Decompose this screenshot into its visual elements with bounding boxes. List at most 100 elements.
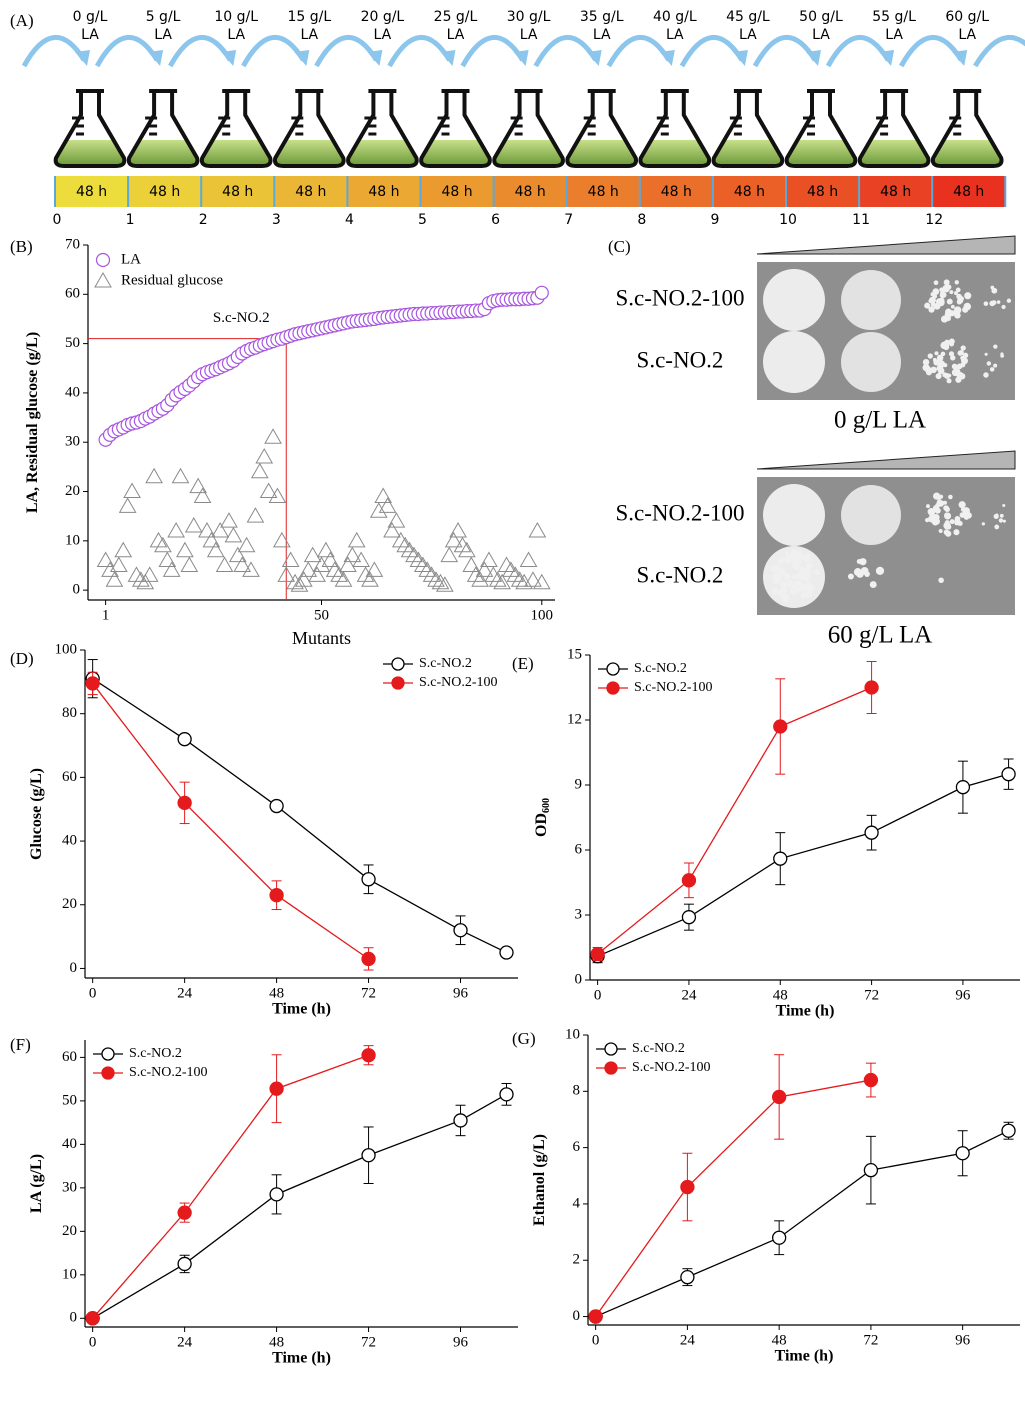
point xyxy=(193,487,212,503)
arrow-head xyxy=(659,50,675,66)
point xyxy=(864,680,879,695)
arrow-head xyxy=(148,50,164,66)
point xyxy=(387,512,406,528)
point xyxy=(680,1179,695,1195)
flask-liquid xyxy=(56,140,124,165)
colony xyxy=(990,285,995,290)
colony xyxy=(996,300,1001,304)
stage-segment xyxy=(55,176,129,207)
flask-liquid xyxy=(129,140,197,165)
step-label: 5 xyxy=(418,212,427,228)
colony xyxy=(943,343,950,349)
duration-label: 48 h xyxy=(441,184,472,200)
legend-marker xyxy=(101,1047,115,1061)
colony xyxy=(981,522,985,526)
flask xyxy=(930,89,1004,168)
point xyxy=(303,546,322,563)
legend-label: S.c-NO.2 xyxy=(129,1046,182,1061)
arrow-head xyxy=(879,50,895,66)
y-tick-label: 30 xyxy=(62,1179,77,1195)
stage-segment xyxy=(639,176,713,207)
colony xyxy=(965,512,972,519)
colony xyxy=(938,577,944,584)
point xyxy=(773,851,788,866)
colony xyxy=(993,344,998,349)
point xyxy=(499,1087,514,1102)
point xyxy=(321,551,340,568)
point xyxy=(369,502,388,518)
annotation-text: S.c-NO.2 xyxy=(213,310,270,326)
point xyxy=(863,1162,879,1178)
point xyxy=(1001,1123,1016,1138)
point xyxy=(391,531,410,548)
transfer-arrow xyxy=(679,35,745,68)
point xyxy=(528,521,547,538)
point xyxy=(233,556,252,572)
concentration-label: LA xyxy=(520,27,538,43)
x-tick-label: 72 xyxy=(361,985,376,1001)
legend-label: Residual glucose xyxy=(121,272,223,288)
y-tick-label: 10 xyxy=(565,1026,580,1042)
concentration-label: 10 g/L xyxy=(214,9,258,25)
colony xyxy=(778,559,784,565)
arrow-head xyxy=(513,50,529,66)
point xyxy=(118,497,137,513)
colony xyxy=(797,580,803,586)
transfer-arrow xyxy=(825,35,891,68)
transfer-arrow xyxy=(387,35,452,68)
step-label: 1 xyxy=(126,212,135,228)
point xyxy=(145,467,163,484)
flask-liquid xyxy=(276,140,343,165)
colony xyxy=(950,304,955,309)
colony xyxy=(958,501,966,509)
x-tick-label: 24 xyxy=(177,1334,193,1350)
y-tick-label: 2 xyxy=(573,1252,581,1268)
point xyxy=(290,576,309,592)
colony xyxy=(925,369,932,376)
point xyxy=(171,467,190,484)
panel-label: (F) xyxy=(10,1035,31,1054)
colony xyxy=(792,559,799,566)
y-tick-label: 20 xyxy=(65,483,80,499)
colony xyxy=(942,372,948,378)
colony xyxy=(983,301,989,306)
x-axis-title: Mutants xyxy=(292,628,351,648)
step-label: 7 xyxy=(564,212,573,228)
x-tick-label: 72 xyxy=(863,1332,878,1348)
point xyxy=(286,573,304,590)
point xyxy=(361,571,379,587)
legend-marker xyxy=(606,662,620,676)
point xyxy=(361,1048,376,1063)
x-tick-label: 48 xyxy=(269,1334,284,1350)
y-tick-label: 9 xyxy=(575,776,583,792)
point xyxy=(308,566,326,582)
point xyxy=(220,512,238,528)
colony xyxy=(928,296,936,304)
concentration-label: LA xyxy=(300,27,318,43)
point xyxy=(177,1256,192,1272)
stage-segment xyxy=(786,176,860,207)
point xyxy=(524,571,542,587)
flask xyxy=(199,89,273,168)
colony-spot xyxy=(763,331,825,393)
flask-outline xyxy=(784,92,858,168)
point xyxy=(215,556,234,572)
point xyxy=(453,923,468,938)
colony xyxy=(794,565,800,571)
concentration-label: 20 g/L xyxy=(361,9,405,25)
concentration-label: 5 g/L xyxy=(146,9,181,25)
legend-marker xyxy=(606,681,620,695)
y-axis-title: LA (g/L) xyxy=(28,1154,45,1213)
colony xyxy=(938,297,945,304)
y-tick-label: 40 xyxy=(65,384,80,400)
colony xyxy=(808,586,815,593)
y-tick-label: 60 xyxy=(62,1049,77,1065)
point xyxy=(444,531,463,548)
stage-segment xyxy=(420,176,494,207)
concentration-label: LA xyxy=(154,27,172,43)
point xyxy=(228,546,247,563)
legend-marker xyxy=(391,657,405,671)
legend-marker xyxy=(95,252,111,268)
duration-label: 48 h xyxy=(953,184,984,200)
step-label: 3 xyxy=(272,212,281,228)
